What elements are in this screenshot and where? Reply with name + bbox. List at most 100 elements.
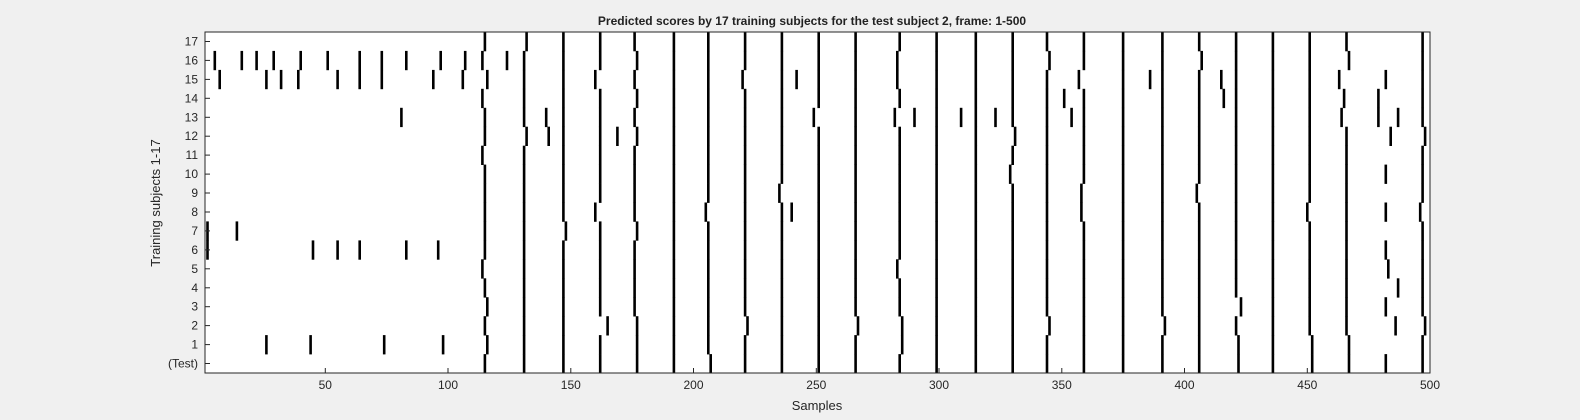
spike-mark (974, 50, 978, 71)
spike-mark (743, 183, 747, 203)
spike-mark (562, 107, 565, 128)
spike-mark (743, 88, 747, 109)
chart-title: Predicted scores by 17 training subjects… (598, 14, 1026, 28)
spike-mark (817, 221, 820, 241)
spike-mark (1197, 240, 1201, 260)
spike-mark (935, 69, 938, 90)
spike-mark (1082, 145, 1086, 165)
spike-mark (743, 354, 747, 374)
spike-mark (522, 202, 526, 222)
spike-mark (1148, 69, 1152, 90)
spike-mark (707, 107, 710, 128)
spike-mark (562, 316, 565, 336)
spike-mark (1421, 88, 1424, 109)
spike-mark (358, 50, 361, 71)
spike-mark (1082, 221, 1086, 241)
spike-mark (505, 50, 509, 71)
spike-mark (358, 69, 361, 90)
y-tick-label: 3 (191, 300, 198, 314)
y-tick-label: 16 (185, 53, 199, 67)
spike-mark (1308, 297, 1311, 317)
spike-mark (1234, 107, 1238, 128)
spike-mark (1161, 202, 1164, 222)
spike-mark (522, 354, 526, 374)
y-tick-label: 9 (191, 186, 198, 200)
spike-mark (780, 354, 784, 374)
spike-mark (935, 145, 938, 165)
spike-mark (635, 50, 639, 71)
spike-mark (935, 221, 938, 241)
spike-mark (935, 107, 938, 128)
spike-mark (598, 297, 602, 317)
spike-mark (1082, 50, 1086, 71)
y-tick-label: 5 (191, 262, 198, 276)
spike-mark (974, 202, 978, 222)
spike-mark (1308, 183, 1311, 203)
spike-mark (746, 316, 749, 336)
spike-mark (1080, 202, 1083, 222)
spike-mark (743, 202, 747, 222)
spike-mark (1197, 316, 1201, 336)
spike-mark (672, 335, 676, 355)
spike-mark (1011, 221, 1014, 241)
spike-mark (1421, 32, 1424, 52)
spike-mark (1197, 221, 1201, 241)
spike-mark (1234, 69, 1238, 90)
spike-mark (1421, 221, 1424, 241)
spike-mark (707, 297, 710, 317)
spike-mark (483, 278, 487, 298)
spike-mark (522, 297, 526, 317)
spike-mark (1271, 278, 1275, 298)
spike-mark (1121, 297, 1125, 317)
spike-mark (780, 32, 784, 52)
spike-mark (780, 69, 784, 90)
spike-mark (974, 297, 978, 317)
spike-mark (709, 354, 712, 374)
spike-mark (672, 164, 676, 184)
spike-mark (1345, 221, 1348, 241)
spike-mark (1045, 259, 1049, 279)
spike-mark (1384, 202, 1388, 222)
spike-mark (1161, 88, 1164, 109)
y-tick-label: 7 (191, 224, 198, 238)
spike-mark (1161, 32, 1164, 52)
spike-mark (235, 221, 239, 241)
spike-mark (974, 221, 978, 241)
spike-mark (1234, 88, 1238, 109)
spike-mark (463, 50, 467, 71)
spike-mark (974, 259, 978, 279)
spike-mark (1220, 69, 1223, 90)
spike-mark (1234, 259, 1238, 279)
spike-mark (935, 297, 938, 317)
spike-mark (854, 32, 857, 52)
spike-mark (896, 69, 899, 90)
spike-mark (1421, 145, 1424, 165)
spike-mark (898, 221, 901, 241)
spike-mark (743, 221, 747, 241)
spike-mark (817, 316, 820, 336)
spike-mark (672, 50, 676, 71)
spike-mark (1308, 50, 1311, 71)
spike-mark (974, 145, 978, 165)
spike-mark (1197, 335, 1201, 355)
y-tick-label: 8 (191, 205, 198, 219)
spike-mark (483, 316, 487, 336)
spike-mark (598, 335, 602, 355)
spike-mark (633, 202, 636, 222)
spike-mark (1082, 126, 1086, 146)
spike-mark (935, 32, 938, 52)
spike-mark (854, 221, 857, 241)
x-tick-label: 450 (1297, 378, 1317, 392)
spike-mark (562, 32, 565, 52)
spike-mark (974, 32, 978, 52)
plot-frame (204, 31, 1431, 374)
spike-mark (817, 354, 820, 374)
spike-mark (1345, 145, 1348, 165)
spike-mark (483, 221, 487, 241)
y-tick-label: 6 (191, 243, 198, 257)
spike-mark (743, 240, 747, 260)
spike-mark (817, 202, 820, 222)
x-tick-label: 50 (319, 378, 333, 392)
spike-mark (1045, 126, 1049, 146)
spike-mark (522, 221, 526, 241)
